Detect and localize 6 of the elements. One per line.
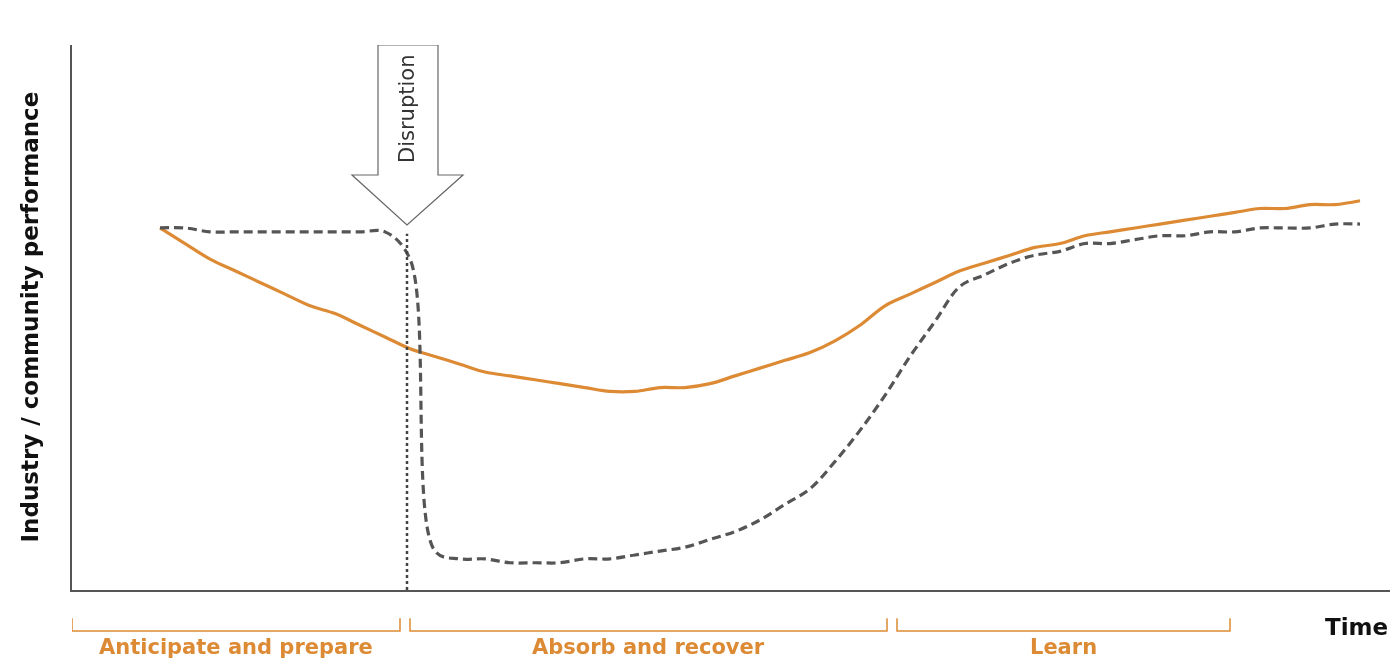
x-axis-title: Time: [1325, 614, 1389, 640]
text: Learn: [1030, 635, 1098, 659]
text: Disruption: [395, 54, 419, 163]
text: Anticipate and prepare: [99, 635, 373, 659]
text: Absorb and recover: [532, 635, 765, 659]
y-axis-title: Industry / community performance: [16, 91, 43, 543]
